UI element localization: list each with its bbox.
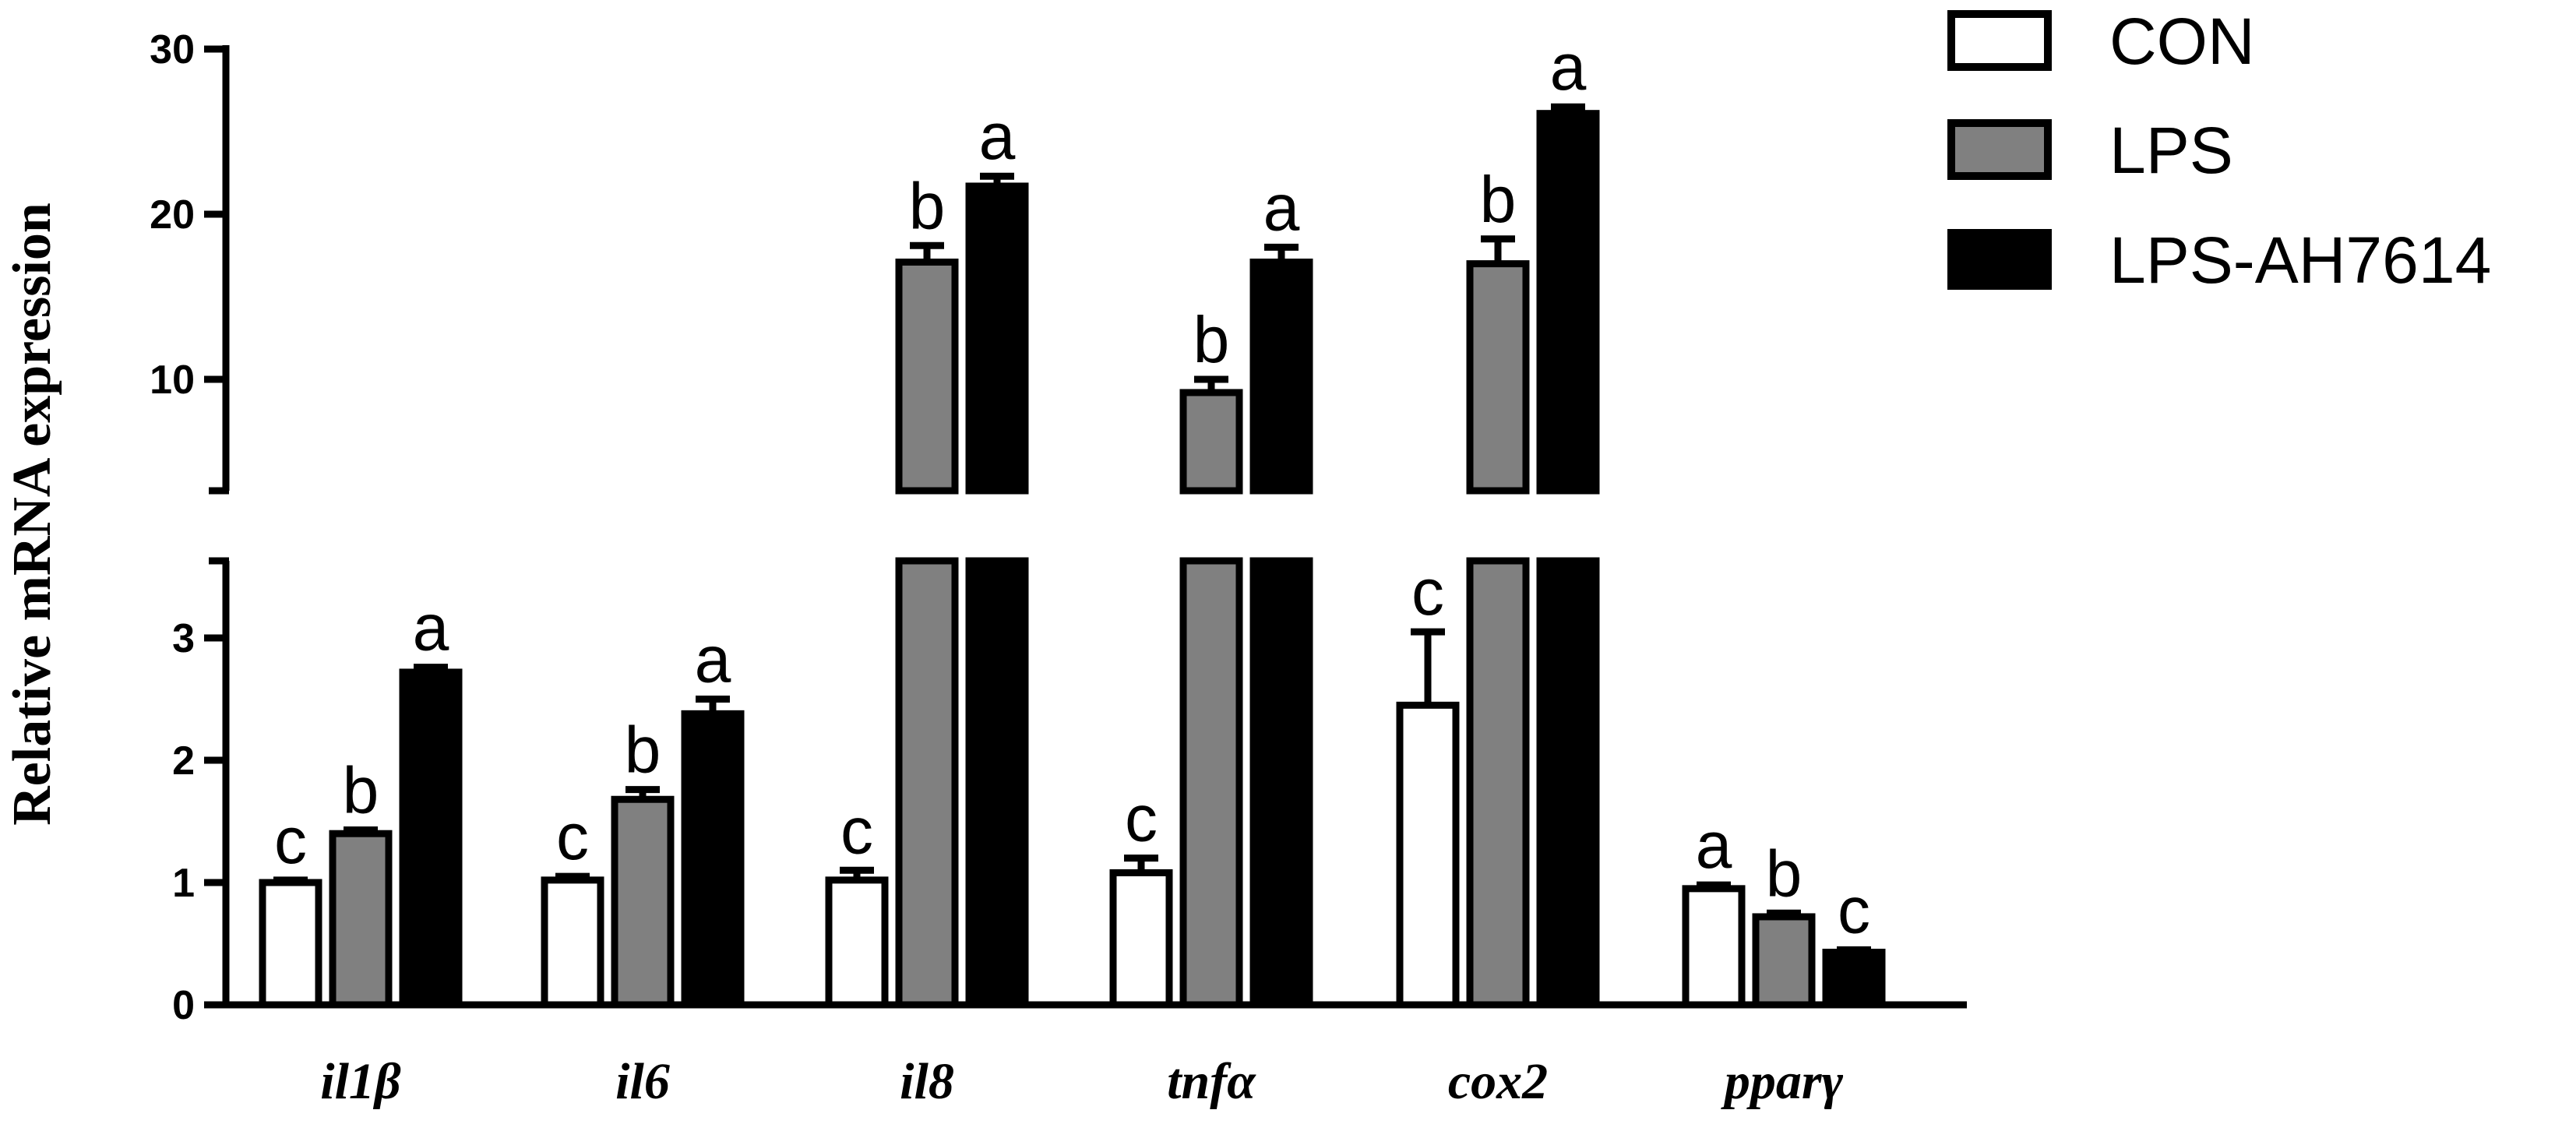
- bar: [611, 795, 675, 1009]
- legend-label: CON: [2109, 5, 2255, 78]
- bar: [895, 258, 959, 495]
- bar: [259, 879, 322, 1009]
- bar: [1536, 557, 1600, 1009]
- significance-letter: c: [556, 800, 589, 873]
- x-tick-label: il8: [900, 1053, 954, 1110]
- y-axis-label: Relative mRNA expression: [2, 203, 62, 826]
- x-tick-label: tnfα: [1167, 1053, 1256, 1110]
- significance-letter: c: [274, 804, 307, 877]
- x-tick-label: il1β: [320, 1053, 401, 1110]
- bar: [1109, 869, 1173, 1009]
- bar: [329, 830, 393, 1009]
- x-tick-label: pparγ: [1721, 1053, 1844, 1110]
- legend-label: LPS: [2109, 114, 2233, 187]
- bar: [1682, 885, 1746, 1009]
- y-tick-label: 3: [172, 616, 195, 661]
- bar: [681, 710, 745, 1009]
- bar: [825, 876, 889, 1009]
- significance-letter: c: [1838, 873, 1870, 946]
- significance-letter: a: [695, 623, 731, 696]
- bar: [1396, 701, 1460, 1009]
- significance-letter: a: [1263, 171, 1300, 244]
- legend: CON LPS LPS-AH7614: [1947, 5, 2491, 297]
- y-tick-label: 20: [150, 192, 195, 238]
- significance-letter: b: [343, 753, 379, 826]
- x-tick-label: il6: [615, 1053, 670, 1110]
- y-tick-label: 10: [150, 358, 195, 403]
- legend-label: LPS-AH7614: [2109, 224, 2491, 297]
- bar: [1752, 913, 1816, 1009]
- significance-letter: b: [909, 169, 946, 242]
- bar: [965, 182, 1029, 495]
- y-tick-label: 0: [172, 983, 195, 1028]
- bar: [1536, 110, 1600, 495]
- significance-letter: a: [1696, 809, 1732, 882]
- bar: [1179, 557, 1243, 1009]
- bar: [1249, 258, 1313, 495]
- bar: [895, 557, 959, 1009]
- bar: [1249, 557, 1313, 1009]
- significance-letter: a: [413, 591, 449, 664]
- significance-letter: c: [840, 794, 873, 867]
- bar: [1179, 389, 1243, 495]
- axes: 0 1 2 3 10 20 30: [150, 27, 1967, 1028]
- bar: [965, 557, 1029, 1009]
- x-tick-label: cox2: [1448, 1053, 1548, 1110]
- significance-letter: b: [1193, 303, 1230, 376]
- bar: [1822, 948, 1886, 1009]
- significance-letter: b: [625, 714, 661, 787]
- bar: [1466, 557, 1530, 1009]
- y-tick-label: 30: [150, 27, 195, 72]
- significance-letter: c: [1411, 555, 1444, 629]
- significance-letter: a: [979, 100, 1016, 173]
- legend-swatch: [1947, 229, 2052, 290]
- significance-letter: b: [1766, 837, 1802, 910]
- y-tick-label: 1: [172, 861, 195, 906]
- significance-letter: a: [1550, 30, 1587, 104]
- bar: [399, 668, 463, 1009]
- legend-swatch: [1947, 119, 2052, 180]
- bar: [1466, 260, 1530, 495]
- bar: [541, 876, 604, 1009]
- significance-letter: c: [1125, 782, 1158, 855]
- y-tick-label: 2: [172, 738, 195, 784]
- significance-letter: b: [1480, 163, 1517, 236]
- legend-swatch: [1947, 10, 2052, 71]
